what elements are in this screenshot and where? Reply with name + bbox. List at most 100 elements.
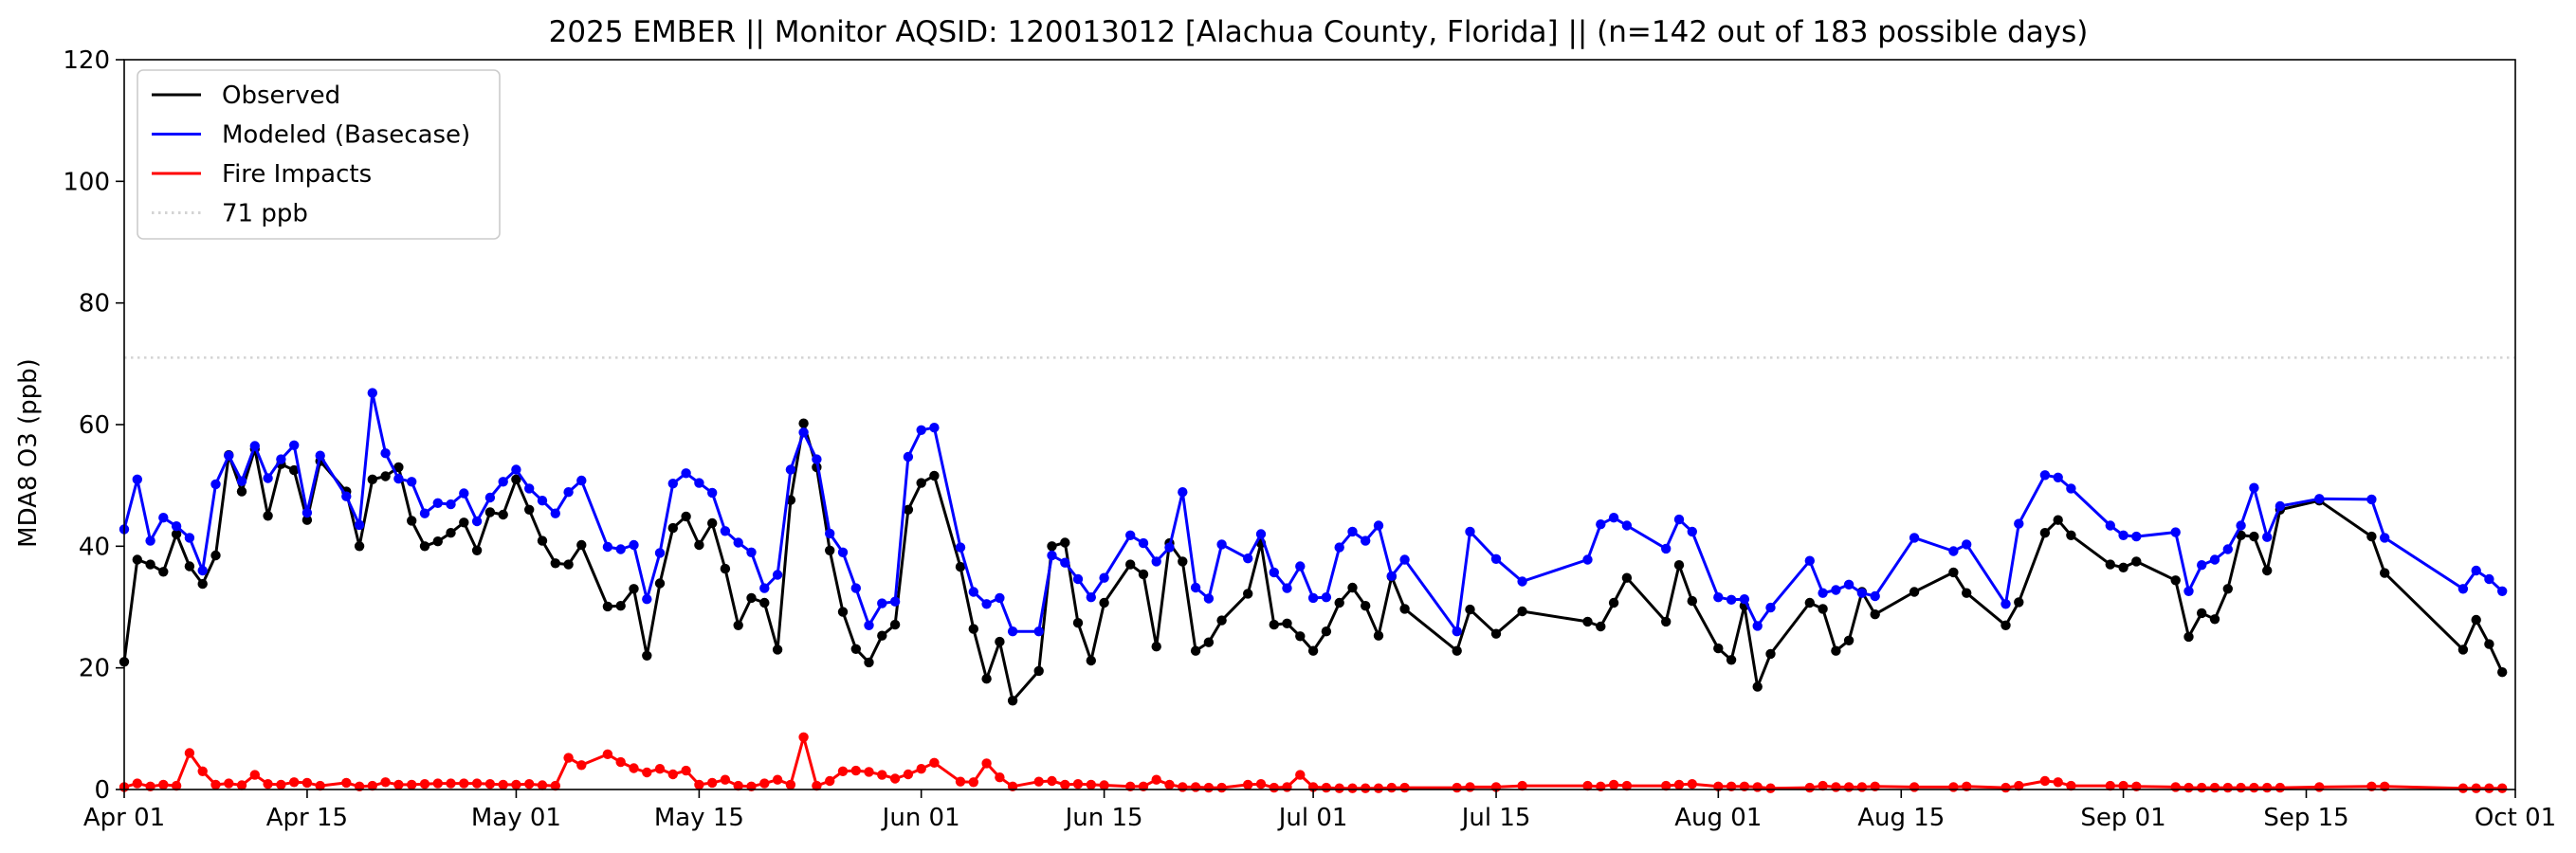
data-point bbox=[380, 448, 391, 459]
data-point bbox=[301, 507, 313, 518]
data-point bbox=[1948, 546, 1959, 556]
data-point bbox=[1361, 783, 1371, 793]
data-point bbox=[1334, 597, 1344, 608]
data-point bbox=[171, 780, 182, 791]
data-point bbox=[1307, 645, 1319, 656]
data-point bbox=[132, 554, 142, 565]
data-point bbox=[1047, 541, 1057, 552]
data-point bbox=[667, 522, 678, 534]
data-point bbox=[1007, 696, 1018, 706]
data-point bbox=[759, 778, 770, 789]
data-point bbox=[2209, 554, 2220, 565]
data-point bbox=[484, 507, 496, 517]
data-point bbox=[1099, 780, 1109, 790]
data-point bbox=[785, 464, 796, 475]
data-point bbox=[1033, 626, 1044, 637]
data-point bbox=[798, 732, 809, 742]
data-point bbox=[1151, 556, 1161, 567]
data-point bbox=[393, 462, 404, 473]
data-point bbox=[694, 478, 704, 488]
data-point bbox=[1452, 645, 1462, 656]
data-point bbox=[563, 559, 574, 570]
data-point bbox=[367, 474, 377, 484]
data-point bbox=[1490, 628, 1502, 639]
data-point bbox=[1373, 783, 1384, 793]
data-point bbox=[903, 769, 914, 780]
data-point bbox=[459, 488, 469, 499]
data-point bbox=[1582, 616, 1593, 627]
data-point bbox=[629, 584, 639, 594]
data-point bbox=[367, 780, 377, 791]
data-point bbox=[1060, 537, 1070, 548]
data-point bbox=[798, 427, 809, 438]
y-tick-label: 60 bbox=[79, 411, 110, 440]
data-point bbox=[1517, 606, 1527, 617]
data-point bbox=[1726, 594, 1737, 605]
x-tick-label: Oct 01 bbox=[2475, 804, 2556, 832]
x-tick-label: May 15 bbox=[654, 804, 744, 832]
data-point bbox=[1072, 618, 1084, 628]
data-point bbox=[995, 772, 1005, 783]
x-tick-label: Aug 15 bbox=[1857, 804, 1945, 832]
data-point bbox=[498, 509, 508, 520]
data-point bbox=[681, 511, 691, 522]
x-tick-label: Sep 15 bbox=[2263, 804, 2348, 832]
data-point bbox=[1334, 542, 1344, 553]
data-point bbox=[772, 774, 783, 785]
data-point bbox=[615, 544, 626, 554]
data-point bbox=[289, 440, 300, 450]
data-point bbox=[132, 474, 142, 484]
data-point bbox=[1452, 782, 1462, 793]
data-point bbox=[720, 526, 731, 536]
series-line bbox=[123, 735, 2503, 790]
data-point bbox=[707, 517, 718, 529]
data-point bbox=[1909, 587, 1920, 597]
data-point bbox=[2197, 560, 2207, 571]
data-point bbox=[1843, 635, 1854, 645]
data-point bbox=[772, 570, 783, 580]
data-point bbox=[864, 657, 874, 668]
data-point bbox=[498, 477, 508, 487]
data-point bbox=[1621, 520, 1633, 531]
data-point bbox=[407, 779, 417, 790]
data-point bbox=[1295, 770, 1306, 780]
data-point bbox=[654, 764, 666, 774]
y-axis-label: MDA8 O3 (ppb) bbox=[14, 358, 43, 548]
data-point bbox=[1843, 579, 1854, 590]
data-point bbox=[629, 763, 639, 773]
data-point bbox=[1804, 555, 1816, 566]
series-line bbox=[122, 422, 2504, 702]
x-tick-label: Sep 01 bbox=[2080, 804, 2165, 832]
data-point bbox=[341, 491, 352, 501]
data-point bbox=[276, 779, 286, 790]
data-point bbox=[2183, 782, 2194, 793]
data-point bbox=[158, 513, 169, 523]
data-point bbox=[929, 423, 940, 433]
legend-label: Observed bbox=[222, 82, 340, 110]
data-point bbox=[145, 559, 155, 570]
data-point bbox=[2366, 494, 2377, 505]
data-point bbox=[1399, 782, 1410, 793]
data-point bbox=[563, 753, 574, 763]
data-point bbox=[720, 563, 731, 574]
data-point bbox=[2053, 777, 2063, 788]
data-point bbox=[615, 756, 626, 768]
data-point bbox=[2380, 533, 2390, 543]
data-point bbox=[407, 477, 417, 487]
data-point bbox=[393, 779, 404, 790]
data-point bbox=[197, 578, 208, 590]
data-point bbox=[1178, 487, 1188, 498]
data-point bbox=[1752, 681, 1763, 692]
data-point bbox=[576, 760, 587, 771]
data-point bbox=[1831, 585, 1841, 595]
data-point bbox=[1190, 645, 1201, 656]
data-point bbox=[1203, 637, 1215, 647]
data-point bbox=[1490, 554, 1502, 564]
data-point bbox=[2484, 783, 2494, 793]
data-point bbox=[2236, 520, 2246, 531]
data-point bbox=[825, 775, 835, 787]
data-point bbox=[1347, 783, 1358, 793]
data-point bbox=[1765, 783, 1776, 793]
data-point bbox=[1399, 604, 1410, 614]
data-point bbox=[1804, 782, 1816, 793]
